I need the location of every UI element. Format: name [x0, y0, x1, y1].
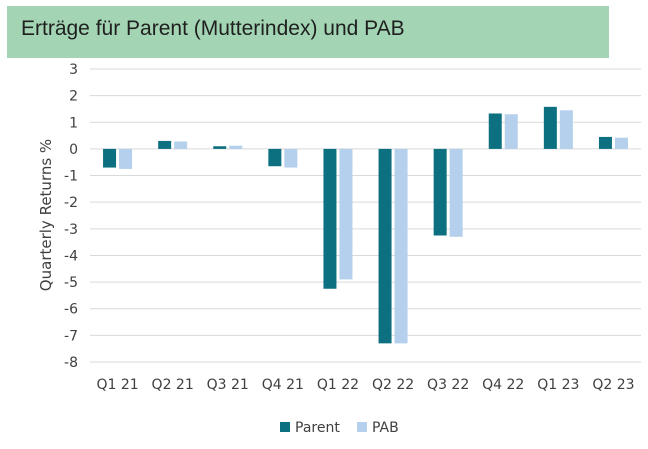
y-tick-label: 2: [69, 89, 78, 105]
x-tick-label: Q1 23: [537, 377, 579, 393]
bar-pab-q1-21: [119, 148, 133, 169]
legend: Parent PAB: [280, 420, 399, 436]
bar-parent-q4-21: [268, 148, 282, 167]
x-tick-label: Q4 21: [262, 377, 304, 393]
bar-parent-q1-23: [543, 106, 557, 149]
x-tick-label: Q3 22: [427, 377, 469, 393]
x-tick-label: Q2 22: [372, 377, 414, 393]
x-tick-label: Q2 23: [592, 377, 634, 393]
bar-pab-q2-21: [174, 141, 188, 149]
bar-pab-q2-22: [394, 148, 408, 344]
bar-pab-q4-21: [284, 148, 298, 168]
y-tick-label: -6: [64, 302, 78, 318]
y-tick-label: -5: [64, 275, 78, 291]
bar-parent-q3-22: [433, 148, 447, 236]
bar-parent-q2-23: [598, 136, 612, 149]
legend-parent-label: Parent: [295, 420, 340, 436]
y-tick-label: 0: [69, 142, 78, 158]
y-tick-label: -7: [64, 328, 78, 344]
title-banner: Erträge für Parent (Mutterindex) und PAB: [7, 6, 609, 58]
legend-parent-swatch: [280, 422, 290, 432]
bar-pab-q2-23: [614, 137, 628, 149]
legend-pab-swatch: [357, 422, 367, 432]
y-tick-label: -4: [64, 248, 78, 264]
x-tick-label: Q3 21: [207, 377, 249, 393]
y-tick-label: 1: [69, 115, 78, 131]
x-axis-ticks: Q1 21 Q2 21 Q3 21 Q4 21 Q1 22 Q2 22 Q3 22 Q4 22…: [96, 377, 634, 393]
x-tick-label: Q2 21: [152, 377, 194, 393]
y-tick-label: -1: [64, 169, 78, 185]
bar-parent-q4-22: [488, 113, 502, 149]
bar-parent-q1-21: [103, 148, 117, 168]
y-axis-ticks: 3 2 1 0 -1 -2 -3 -4 -5 -6 -7 -8: [64, 62, 78, 371]
bar-pab-q4-22: [504, 114, 518, 149]
x-tick-label: Q1 21: [96, 377, 138, 393]
y-tick-label: -8: [64, 355, 78, 371]
y-axis-label: Quarterly Returns %: [37, 139, 55, 291]
y-tick-label: 3: [69, 62, 78, 78]
bar-pab-q1-22: [339, 148, 353, 280]
bars: [103, 106, 628, 344]
x-tick-label: Q1 22: [317, 377, 359, 393]
bar-parent-q3-21: [213, 146, 227, 149]
y-tick-label: -2: [64, 195, 78, 211]
grid-lines: [90, 68, 641, 363]
x-tick-label: Q4 22: [482, 377, 524, 393]
y-tick-label: -3: [64, 222, 78, 238]
bar-parent-q1-22: [323, 148, 337, 289]
bar-pab-q3-22: [449, 148, 463, 237]
bar-parent-q2-21: [158, 140, 172, 149]
bar-parent-q2-22: [378, 148, 392, 344]
legend-pab-label: PAB: [372, 420, 399, 436]
bar-pab-q3-21: [229, 145, 243, 149]
bar-pab-q1-23: [559, 110, 573, 149]
chart-title: Erträge für Parent (Mutterindex) und PAB: [21, 17, 405, 40]
